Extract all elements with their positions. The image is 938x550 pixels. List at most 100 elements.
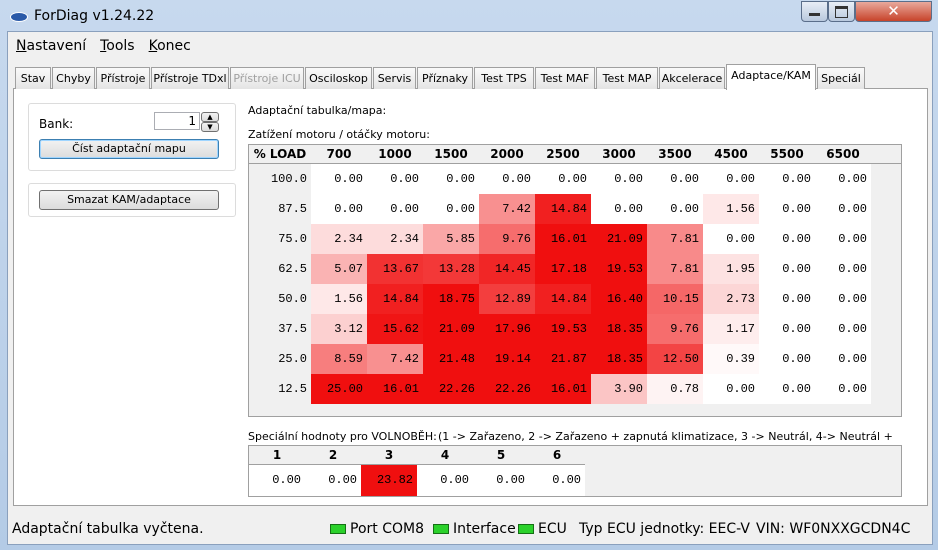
idle-cell: 0.00 xyxy=(473,465,529,496)
map-cell: 18.75 xyxy=(423,284,479,314)
tab[interactable]: Speciál xyxy=(817,67,865,89)
close-button[interactable]: ✕ xyxy=(855,1,932,22)
map-cell: 16.40 xyxy=(591,284,647,314)
tab[interactable]: Test TPS xyxy=(474,67,534,89)
map-cell: 8.59 xyxy=(311,344,367,374)
tab[interactable]: Adaptace/KAM xyxy=(726,64,816,90)
map-cell: 7.42 xyxy=(367,344,423,374)
map-cell: 0.00 xyxy=(647,164,703,194)
map-cell: 0.00 xyxy=(815,344,871,374)
ecu-label: ECU xyxy=(538,521,567,537)
map-cell: 17.96 xyxy=(479,314,535,344)
status-ecu-type: Typ ECU jednotky: EEC-V xyxy=(579,521,750,537)
idle-cell: 23.82 xyxy=(361,465,417,496)
map-cell: 0.00 xyxy=(647,194,703,224)
minimize-button[interactable] xyxy=(801,1,828,22)
row-header: 62.5 xyxy=(249,254,311,284)
map-cell: 2.34 xyxy=(367,224,423,254)
map-cell: 16.01 xyxy=(535,374,591,404)
map-cell: 19.14 xyxy=(479,344,535,374)
spin-up[interactable]: ▲ xyxy=(201,112,219,122)
read-map-button[interactable]: Číst adaptační mapu xyxy=(39,139,219,159)
tab[interactable]: Test MAP xyxy=(596,67,658,89)
map-cell: 14.45 xyxy=(479,254,535,284)
tab-page: Bank: 1 ▲ ▼ Číst adaptační mapu Smazat K… xyxy=(13,88,928,506)
map-cell: 3.90 xyxy=(591,374,647,404)
map-cell: 16.01 xyxy=(535,224,591,254)
map-cell: 22.26 xyxy=(423,374,479,404)
map-cell: 13.67 xyxy=(367,254,423,284)
row-header: 25.0 xyxy=(249,344,311,374)
column-header: 2 xyxy=(305,446,361,465)
status-port: Port COM8 xyxy=(330,521,424,537)
maximize-button[interactable] xyxy=(828,1,855,22)
row-header: 37.5 xyxy=(249,314,311,344)
status-ecu: ECU xyxy=(518,521,567,537)
map-cell: 0.00 xyxy=(311,164,367,194)
bank-group: Bank: 1 ▲ ▼ Číst adaptační mapu xyxy=(28,103,236,171)
tab[interactable]: Přístroje TDxl xyxy=(151,67,229,89)
map-cell: 0.00 xyxy=(367,194,423,224)
idle-label: Speciální hodnoty pro VOLNOBĚH: xyxy=(248,430,437,443)
header-rule xyxy=(871,145,901,164)
map-cell: 21.09 xyxy=(591,224,647,254)
tab[interactable]: Test MAF xyxy=(535,67,595,89)
menu-item[interactable]: Konec xyxy=(148,38,191,54)
map-cell: 19.53 xyxy=(591,254,647,284)
map-cell: 18.35 xyxy=(591,314,647,344)
bank-label: Bank: xyxy=(39,117,74,131)
map-cell: 15.62 xyxy=(367,314,423,344)
map-cell: 10.15 xyxy=(647,284,703,314)
map-cell: 0.00 xyxy=(759,254,815,284)
map-cell: 0.00 xyxy=(591,194,647,224)
map-cell: 5.85 xyxy=(423,224,479,254)
tab[interactable]: Akcelerace xyxy=(659,67,725,89)
column-header: 5 xyxy=(473,446,529,465)
map-cell: 0.00 xyxy=(479,164,535,194)
spin-down[interactable]: ▼ xyxy=(201,122,219,132)
map-cell: 17.18 xyxy=(535,254,591,284)
adaptation-table: % LOAD 700 1000 1500 2000 2500 3000 3500 4500 550… xyxy=(248,144,902,417)
map-cell: 13.28 xyxy=(423,254,479,284)
map-cell: 1.17 xyxy=(703,314,759,344)
tab[interactable]: Přístroje ICU xyxy=(230,67,304,89)
tab[interactable]: Osciloskop xyxy=(305,67,372,89)
map-cell: 21.87 xyxy=(535,344,591,374)
tab[interactable]: Chyby xyxy=(52,67,95,89)
row-header: 87.5 xyxy=(249,194,311,224)
tab[interactable]: Příznaky xyxy=(417,67,473,89)
menu-item[interactable]: Nastavení xyxy=(16,38,87,54)
map-cell: 0.00 xyxy=(367,164,423,194)
map-cell: 0.00 xyxy=(759,164,815,194)
port-label: Port COM8 xyxy=(350,521,424,537)
tab[interactable]: Stav xyxy=(15,67,51,89)
column-header: 700 xyxy=(311,145,367,164)
status-bar: Adaptační tabulka vyčtena. Port COM8 Int… xyxy=(8,515,932,543)
map-cell: 3.12 xyxy=(311,314,367,344)
column-header: 6 xyxy=(529,446,585,465)
column-header: 4 xyxy=(417,446,473,465)
column-header: % LOAD xyxy=(249,145,311,164)
map-cell: 25.00 xyxy=(311,374,367,404)
map-cell: 0.00 xyxy=(759,224,815,254)
menu-item[interactable]: Tools xyxy=(100,38,135,54)
map-cell: 0.00 xyxy=(815,194,871,224)
app-icon xyxy=(10,12,28,22)
column-header: 3 xyxy=(361,446,417,465)
row-header: 75.0 xyxy=(249,224,311,254)
client-area: Nastavení Tools Konec Bank: 1 ▲ ▼ Číst ada… xyxy=(7,31,933,545)
clear-kam-button[interactable]: Smazat KAM/adaptace xyxy=(39,190,219,210)
tab[interactable]: Servis xyxy=(373,67,416,89)
map-cell: 7.42 xyxy=(479,194,535,224)
column-header: 2500 xyxy=(535,145,591,164)
map-cell: 0.00 xyxy=(591,164,647,194)
map-cell: 2.34 xyxy=(311,224,367,254)
tab[interactable]: Přístroje xyxy=(96,67,150,89)
column-header: 1000 xyxy=(367,145,423,164)
map-cell: 9.76 xyxy=(479,224,535,254)
map-cell: 0.00 xyxy=(703,164,759,194)
map-cell: 0.00 xyxy=(423,194,479,224)
bank-input[interactable]: 1 xyxy=(154,112,200,130)
map-cell: 0.39 xyxy=(703,344,759,374)
